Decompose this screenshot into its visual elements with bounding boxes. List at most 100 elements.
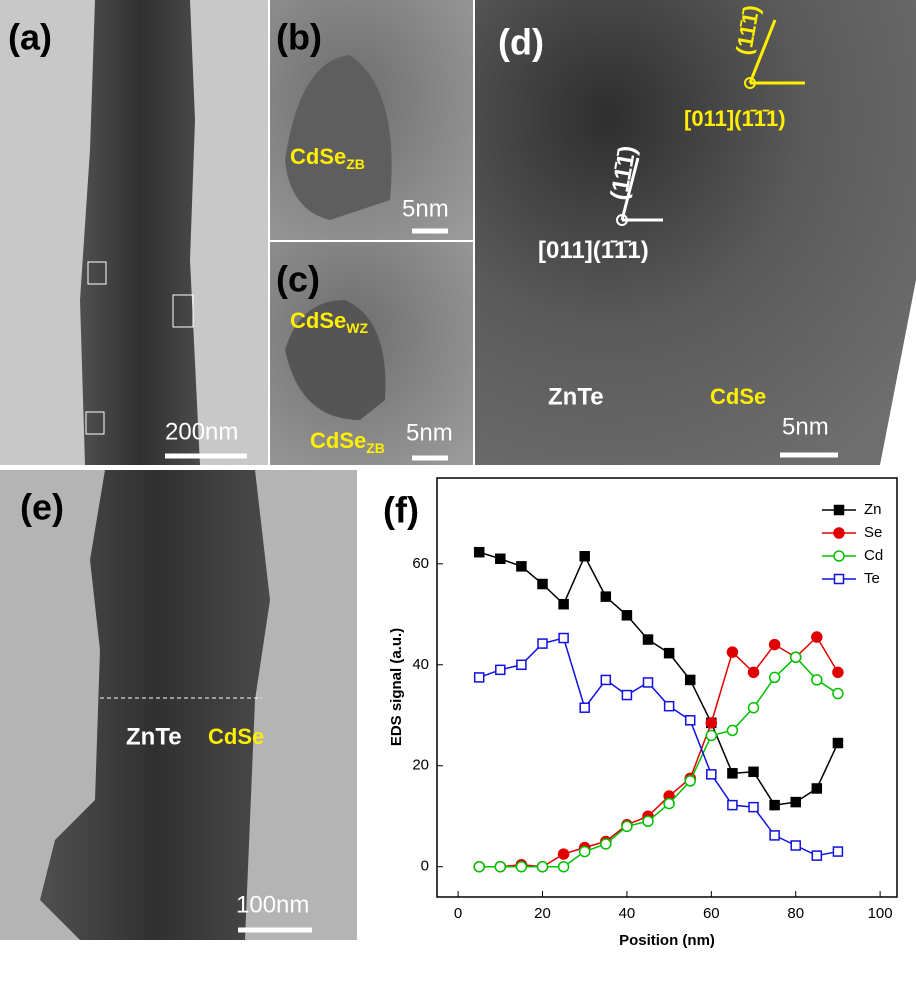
data-point xyxy=(601,839,611,849)
data-point xyxy=(812,784,821,793)
data-point xyxy=(812,675,822,685)
legend-marker xyxy=(835,506,844,515)
data-point xyxy=(496,554,505,563)
material: CdSe xyxy=(290,144,346,169)
series-line xyxy=(479,552,838,805)
data-point xyxy=(622,611,631,620)
y-tick-label: 20 xyxy=(412,757,429,774)
data-point xyxy=(495,862,505,872)
y-tick-label: 40 xyxy=(412,656,429,673)
data-point xyxy=(749,667,759,677)
zone-label: [011](1̄1̄1) xyxy=(538,237,649,264)
series-line xyxy=(479,637,838,867)
material: CdSe xyxy=(310,428,366,453)
data-point xyxy=(833,667,843,677)
x-tick-label: 40 xyxy=(619,905,636,922)
data-point xyxy=(770,672,780,682)
data-point xyxy=(749,767,758,776)
y-tick-label: 60 xyxy=(412,555,429,572)
data-point xyxy=(517,660,526,669)
x-tick-label: 100 xyxy=(868,905,893,922)
data-point xyxy=(644,678,653,687)
data-point xyxy=(665,649,674,658)
data-point xyxy=(538,639,547,648)
panel-label: (a) xyxy=(8,17,52,58)
direction: (1̄1̄1) xyxy=(734,106,785,131)
phase: ZB xyxy=(346,156,365,172)
x-tick-label: 60 xyxy=(703,905,720,922)
data-point xyxy=(664,799,674,809)
data-point xyxy=(665,702,674,711)
series-line xyxy=(479,657,838,867)
data-point xyxy=(559,849,569,859)
material-label: ZnTe xyxy=(548,383,604,410)
data-point xyxy=(559,634,568,643)
data-point xyxy=(475,548,484,557)
data-point xyxy=(644,635,653,644)
direction: (1̄1̄1) xyxy=(593,237,649,264)
data-point xyxy=(559,862,569,872)
data-point xyxy=(538,862,548,872)
image-d xyxy=(475,0,916,465)
x-tick-label: 20 xyxy=(534,905,551,922)
data-point xyxy=(791,841,800,850)
panel-label: (d) xyxy=(498,22,544,63)
page: (a) 200nm (b) CdSeZB 5nm (c) CdSeWZ CdSe… xyxy=(0,0,916,983)
data-point xyxy=(706,718,716,728)
data-point xyxy=(833,689,843,699)
data-point xyxy=(706,730,716,740)
legend-marker xyxy=(834,551,844,561)
data-point xyxy=(580,847,590,857)
data-point xyxy=(728,769,737,778)
data-point xyxy=(686,716,695,725)
data-point xyxy=(643,816,653,826)
data-point xyxy=(496,665,505,674)
data-point xyxy=(601,592,610,601)
scale-label: 100nm xyxy=(236,891,309,918)
legend-label: Cd xyxy=(864,547,883,564)
panel-label: (f) xyxy=(383,490,419,531)
data-point xyxy=(559,600,568,609)
data-point xyxy=(727,725,737,735)
data-point xyxy=(601,675,610,684)
data-point xyxy=(812,851,821,860)
data-point xyxy=(770,801,779,810)
data-point xyxy=(580,703,589,712)
data-point xyxy=(812,632,822,642)
data-point xyxy=(749,803,758,812)
scale-label: 5nm xyxy=(402,195,449,222)
y-axis-label: EDS signal (a.u.) xyxy=(388,628,405,746)
y-tick-label: 0 xyxy=(421,858,429,875)
material-label: CdSe xyxy=(710,384,766,409)
data-point xyxy=(728,801,737,810)
data-point xyxy=(727,647,737,657)
legend-label: Se xyxy=(864,524,882,541)
nanowire-a xyxy=(80,0,200,465)
data-point xyxy=(475,673,484,682)
legend-label: Te xyxy=(864,570,880,587)
data-point xyxy=(749,703,759,713)
data-point xyxy=(538,580,547,589)
zone-label: [011](1̄1̄1) xyxy=(684,106,786,131)
data-point xyxy=(580,552,589,561)
x-tick-label: 80 xyxy=(787,905,804,922)
scale-label: 5nm xyxy=(406,419,453,446)
data-point xyxy=(791,798,800,807)
phase: WZ xyxy=(346,320,368,336)
material: CdSe xyxy=(290,308,346,333)
zone: [011] xyxy=(538,237,593,264)
x-axis-label: Position (nm) xyxy=(619,932,715,949)
legend-marker xyxy=(835,575,844,584)
phase: ZB xyxy=(366,440,385,456)
panel-label: (e) xyxy=(20,487,64,528)
data-point xyxy=(516,862,526,872)
data-point xyxy=(622,821,632,831)
data-point xyxy=(791,652,801,662)
material-label: CdSe xyxy=(208,724,264,749)
panel-label: (c) xyxy=(276,259,320,300)
scale-label: 5nm xyxy=(782,413,829,440)
data-point xyxy=(622,691,631,700)
data-point xyxy=(707,770,716,779)
zone: [011] xyxy=(684,106,734,131)
data-point xyxy=(685,776,695,786)
